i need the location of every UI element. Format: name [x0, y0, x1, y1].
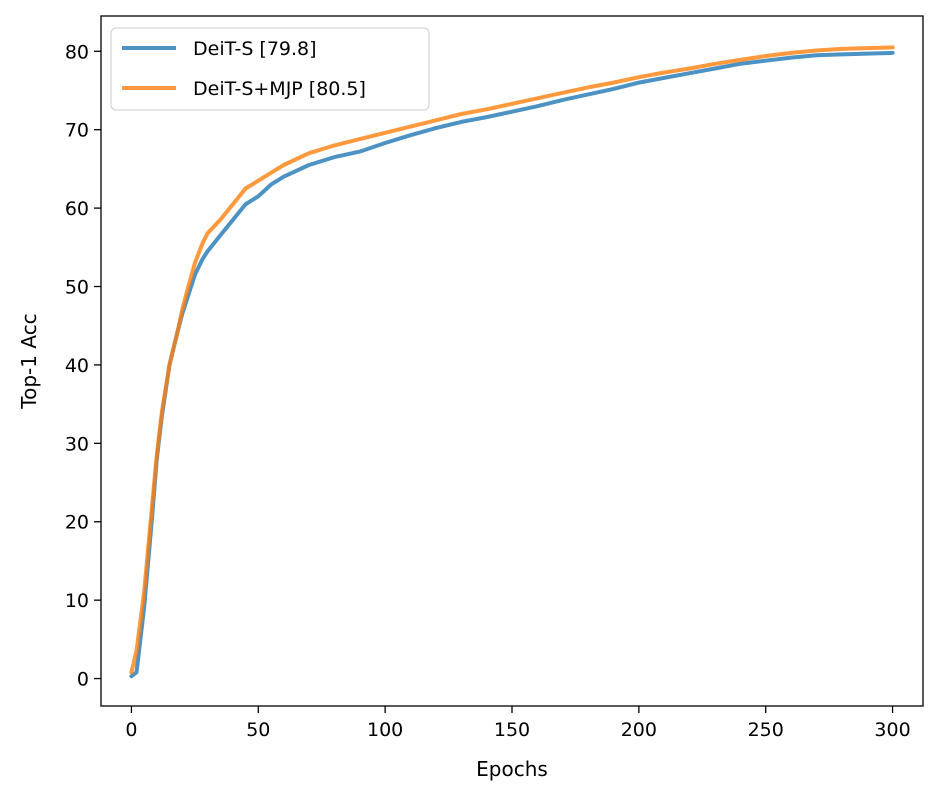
y-axis-label: Top-1 Acc: [17, 313, 41, 409]
series-lines: [129, 45, 895, 679]
y-tick-label: 60: [65, 198, 89, 220]
y-tick-label: 40: [65, 355, 89, 377]
legend-label-deit-s-mjp: DeiT-S+MJP [80.5]: [193, 78, 366, 100]
y-tick-label: 10: [65, 590, 89, 612]
axis-ticks: 0 50 100 150 200 250 300 0 10 20 30 40 50 60 70 80: [65, 41, 911, 741]
x-tick-label: 200: [621, 719, 657, 741]
x-tick-label: 100: [367, 719, 403, 741]
x-tick-label: 50: [246, 719, 270, 741]
y-tick-label: 80: [65, 41, 89, 63]
x-tick-label: 0: [125, 719, 137, 741]
series-line-deit-s-mjp: [129, 45, 895, 675]
x-axis-label: Epochs: [476, 757, 548, 781]
y-tick-label: 20: [65, 512, 89, 534]
legend: DeiT-S [79.8] DeiT-S+MJP [80.5]: [110, 27, 430, 111]
plot-frame: [100, 15, 924, 707]
y-tick-label: 50: [65, 277, 89, 299]
y-tick-label: 30: [65, 433, 89, 455]
x-tick-label: 150: [494, 719, 530, 741]
x-tick-label: 300: [874, 719, 910, 741]
plot-area: [101, 16, 923, 706]
y-tick-label: 70: [65, 120, 89, 142]
legend-label-deit-s: DeiT-S [79.8]: [193, 38, 317, 60]
x-tick-label: 250: [748, 719, 784, 741]
legend-box: [110, 27, 430, 111]
y-tick-label: 0: [77, 669, 89, 691]
